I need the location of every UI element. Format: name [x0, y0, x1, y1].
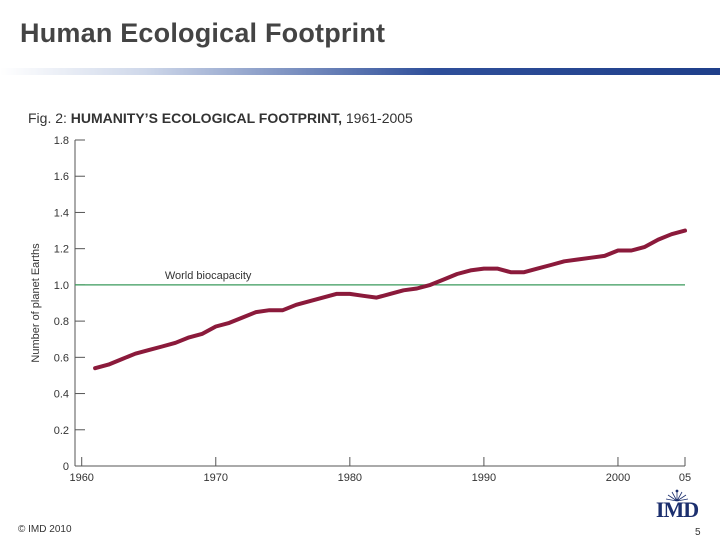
- y-tick-label: 1.0: [54, 280, 69, 292]
- y-tick-label: 1.2: [54, 244, 69, 256]
- y-tick-label: 0.4: [54, 389, 69, 401]
- y-tick-label: 1.4: [54, 207, 69, 219]
- footer-copyright: © IMD 2010: [18, 524, 72, 535]
- y-tick-label: 0.2: [54, 425, 69, 437]
- slide-title: Human Ecological Footprint: [20, 18, 386, 48]
- chart-title-suffix: 1961-2005: [342, 110, 413, 126]
- y-tick-label: 1.6: [54, 171, 69, 183]
- chart-title-bold: HUMANITY’S ECOLOGICAL FOOTPRINT,: [71, 110, 342, 126]
- y-tick-label: 0.8: [54, 316, 69, 328]
- y-axis-label: Number of planet Earths: [30, 243, 42, 363]
- biocapacity-label: World biocapacity: [165, 270, 252, 282]
- x-tick-label: 1960: [69, 472, 93, 484]
- logo-emblem-icon: [665, 489, 689, 502]
- chart-title-prefix: Fig. 2:: [28, 110, 71, 126]
- x-tick-label: 1990: [472, 472, 496, 484]
- imd-logo: IMD: [652, 488, 702, 524]
- logo-text: IMD: [655, 497, 699, 522]
- ticks-group: 0 0.2 0.4 0.6 0.8 1.0 1.2 1.4 1.6 1.8 1960 1970 1980…: [54, 135, 691, 484]
- ecological-footprint-chart: Fig. 2: HUMANITY’S ECOLOGICAL FOOTPRINT,…: [28, 110, 691, 484]
- x-tick-label: 05: [679, 472, 691, 484]
- axes-group: [74, 140, 685, 467]
- x-tick-label: 2000: [606, 472, 630, 484]
- series-group: [93, 228, 687, 371]
- page-number: 5: [695, 527, 701, 538]
- footprint-series-line: [93, 228, 687, 371]
- x-tick-label: 1970: [204, 472, 228, 484]
- reference-line-group: World biocapacity: [75, 270, 685, 286]
- y-tick-label: 0.6: [54, 352, 69, 364]
- chart-title: Fig. 2: HUMANITY’S ECOLOGICAL FOOTPRINT,…: [28, 110, 413, 126]
- title-divider-bar: [0, 68, 720, 75]
- y-tick-label: 0: [63, 461, 69, 473]
- y-tick-label: 1.8: [54, 135, 69, 147]
- chart-area: Fig. 2: HUMANITY’S ECOLOGICAL FOOTPRINT,…: [0, 100, 720, 500]
- x-tick-label: 1980: [338, 472, 362, 484]
